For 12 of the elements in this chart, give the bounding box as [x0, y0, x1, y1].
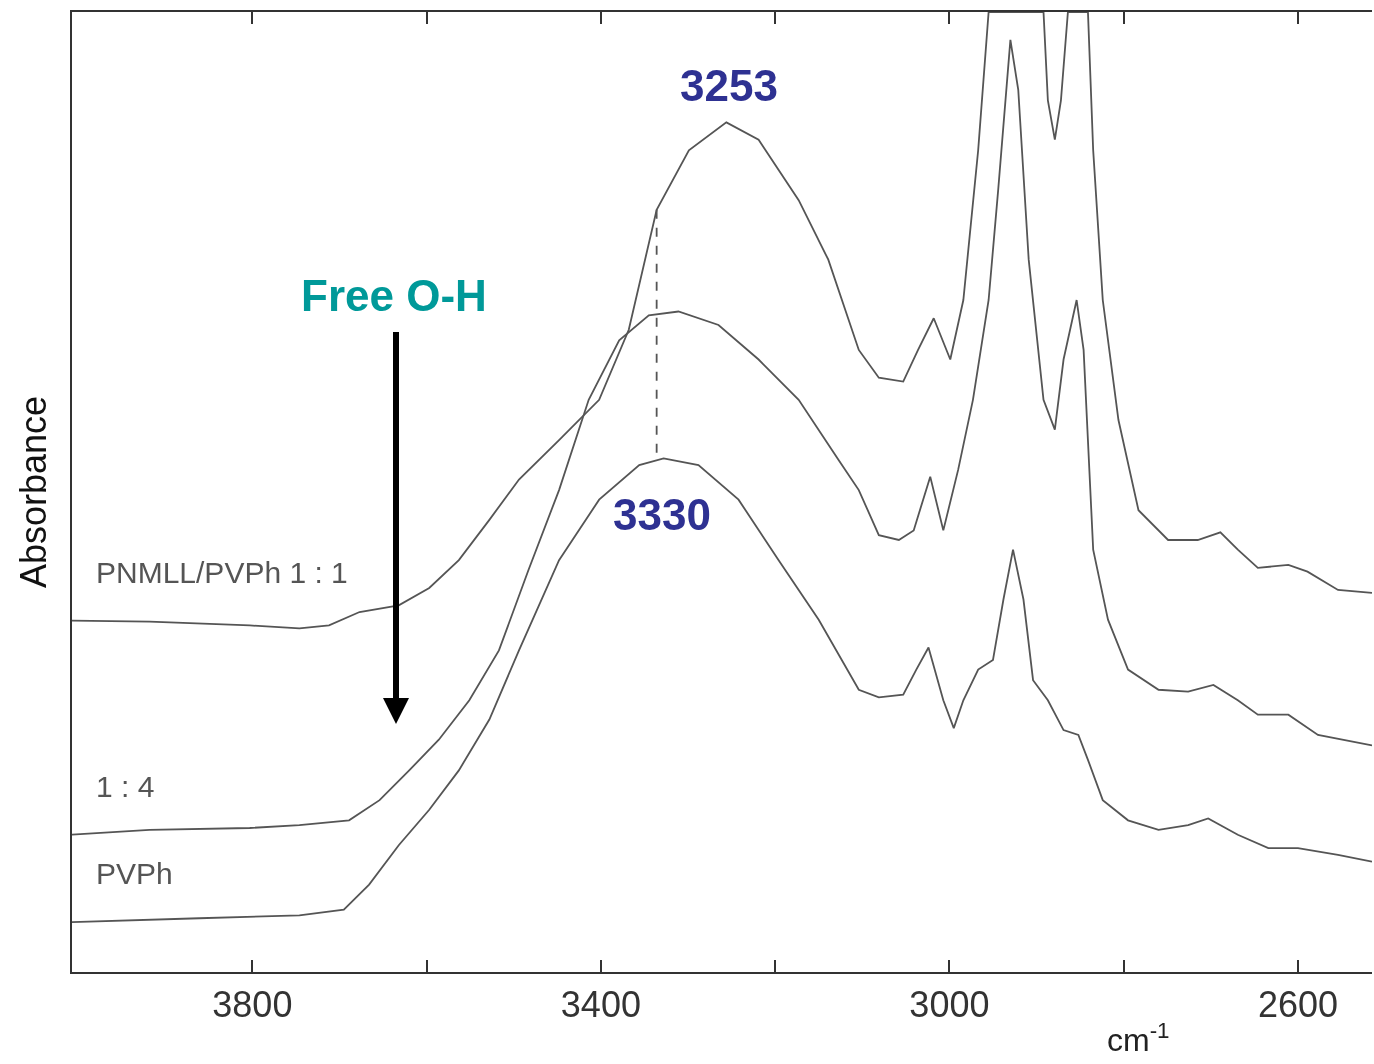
- series-label: 1 : 4: [96, 770, 155, 803]
- x-axis-title: cm$^{-1}$: [1107, 1018, 1170, 1059]
- x-tick-label: 2600: [1257, 984, 1338, 1026]
- x-tick-label: 3400: [560, 984, 641, 1026]
- y-axis-title: Absorbance: [13, 395, 55, 589]
- x-tick-label: 3000: [909, 984, 990, 1026]
- series-label: PNMLL/PVPh 1 : 1: [96, 556, 348, 589]
- annotation: 3330: [613, 490, 711, 539]
- x-tick-label: 3800: [212, 984, 293, 1026]
- series-label: PVPh: [96, 857, 173, 890]
- annotation: Free O-H: [301, 271, 487, 320]
- annotation: 3253: [680, 61, 778, 110]
